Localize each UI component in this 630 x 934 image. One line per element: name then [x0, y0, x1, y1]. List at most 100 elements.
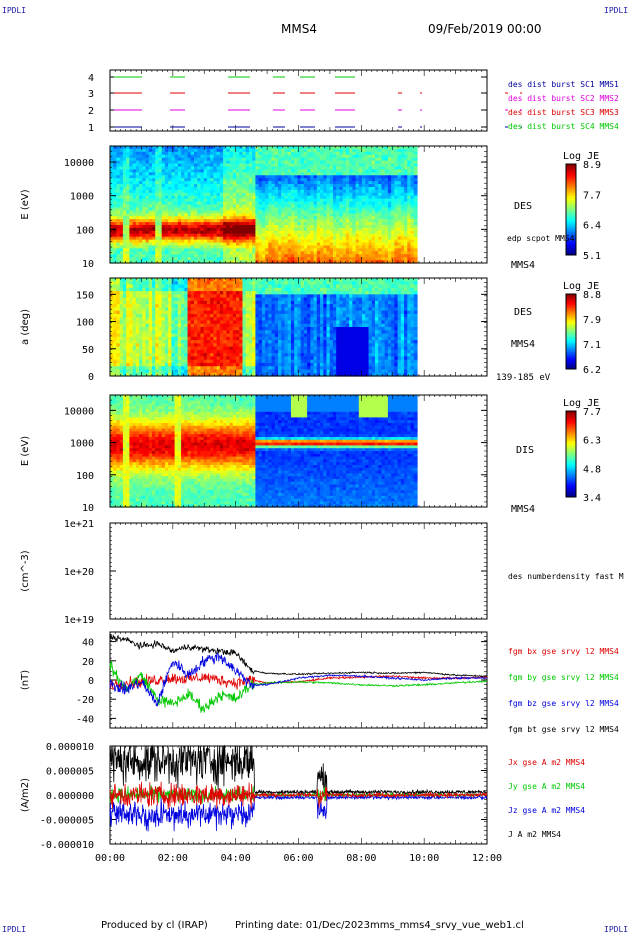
time-tick-0: 00:00 — [95, 853, 125, 864]
corner-label-bottom-right: IPDLI — [604, 925, 629, 934]
time-tick-2: 04:00 — [221, 853, 251, 864]
fgm-ytick-4: 40 — [82, 638, 94, 649]
dis-energy-ytick-0: 10 — [82, 503, 94, 514]
des-pitch-colorbar-tick-0: 8.8 — [583, 290, 601, 301]
fgm-ytick-2: 0 — [88, 676, 94, 687]
dis-energy-side-label-mms4: MMS4 — [511, 504, 535, 515]
dis-energy-colorbar-tick-3: 3.4 — [583, 493, 601, 504]
footer-printing-date: Printing date: 01/Dec/2023 — [235, 920, 371, 931]
density-ylabel: (cm^-3) — [20, 550, 31, 591]
density-frame — [109, 522, 488, 620]
right-axis-minor-ticks — [110, 527, 487, 615]
fgm-ylabel: (nT) — [20, 670, 31, 690]
x-minor-ticks — [109, 523, 488, 619]
des-energy-ylabel: E (eV) — [20, 189, 31, 219]
current-ytick-0: -0.000010 — [40, 840, 94, 851]
date-title: 09/Feb/2019 00:00 — [428, 22, 542, 36]
des-energy-colorbar-title: Log JE — [563, 151, 599, 162]
dis-energy-colorbar-tick-1: 6.3 — [583, 436, 601, 447]
fgm-series-2 — [109, 660, 488, 713]
des-pitch-side-label-mms4: MMS4 — [511, 339, 535, 350]
fgm-ytick-1: -20 — [76, 695, 94, 706]
density-ytick-0: 1e+19 — [64, 615, 94, 626]
fgm-legend-1: fgm bx gse srvy l2 MMS4 — [508, 647, 619, 656]
burst-panel-frame — [109, 69, 488, 132]
current-legend-4: J A m2 MMS4 — [508, 830, 561, 839]
fgm-legend-4: fgm bt gse srvy l2 MMS4 — [508, 725, 619, 734]
burst-ytick-3: 4 — [88, 73, 94, 84]
x-minor-ticks — [109, 278, 488, 376]
des-pitch-colorbar — [565, 293, 577, 370]
dis-energy-ytick-3: 10000 — [64, 406, 94, 417]
current-ytick-4: 0.000010 — [46, 742, 94, 753]
density-ytick-1: 1e+20 — [64, 567, 94, 578]
dis-energy-ytick-2: 1000 — [70, 439, 94, 450]
burst-legend-4: des dist burst SC4 MMS4 — [508, 122, 619, 131]
burst-ytick-0: 1 — [88, 123, 94, 134]
dis-energy-ytick-1: 100 — [76, 471, 94, 482]
x-minor-ticks — [109, 395, 488, 507]
time-tick-1: 02:00 — [158, 853, 188, 864]
current-ytick-2: 0.000000 — [46, 791, 94, 802]
dis-energy-colorbar-tick-2: 4.8 — [583, 464, 601, 475]
des-energy-ytick-1: 100 — [76, 225, 94, 236]
time-tick-6: 12:00 — [472, 853, 502, 864]
des-energy-ytick-3: 10000 — [64, 158, 94, 169]
dis-energy-ylabel: E (eV) — [20, 436, 31, 466]
des-energy-colorbar — [565, 163, 577, 256]
dis-energy-side-label-dis: DIS — [516, 445, 534, 456]
des-pitch-ytick-3: 150 — [76, 290, 94, 301]
current-ytick-1: -0.000005 — [40, 816, 94, 827]
des-energy-ytick-2: 1000 — [70, 192, 94, 203]
des-pitch-ytick-1: 50 — [82, 345, 94, 356]
burst-legend-2: des dist burst SC2 MMS2 — [508, 94, 619, 103]
fgm-legend-2: fgm by gse srvy l2 MMS4 — [508, 673, 619, 682]
des-pitch-side-label-des: DES — [514, 307, 532, 318]
des-energy-colorbar-tick-2: 6.4 — [583, 221, 601, 232]
fgm-series-3 — [109, 651, 488, 708]
spacecraft-title: MMS4 — [281, 22, 317, 36]
current-legend-2: Jy gse A m2 MMS4 — [508, 782, 585, 791]
fgm-ytick-3: 20 — [82, 657, 94, 668]
des-pitch-ylabel: a (deg) — [20, 309, 31, 345]
des-energy-colorbar-tick-1: 7.7 — [583, 190, 601, 201]
des-pitch-heatmap — [110, 278, 418, 377]
des-energy-side-label-scpot: edp scpot MMS4 — [507, 234, 575, 243]
footer-product: mms_mms4_srvy_vue_web1.cl — [370, 920, 524, 931]
current-ytick-3: 0.000005 — [46, 767, 94, 778]
dis-energy-colorbar-tick-0: 7.7 — [583, 407, 601, 418]
right-axis-minor-ticks — [110, 282, 487, 372]
des-pitch-side-label-energy: 139-185 eV — [496, 373, 551, 383]
des-energy-side-label-des: DES — [514, 201, 532, 212]
corner-label-top-left: IPDLI — [2, 6, 27, 15]
burst-ytick-1: 2 — [88, 106, 94, 117]
current-series-4 — [109, 744, 488, 796]
des-energy-heatmap — [110, 146, 418, 264]
x-minor-ticks — [109, 70, 488, 131]
time-tick-3: 06:00 — [283, 853, 313, 864]
des-energy-ytick-0: 10 — [82, 259, 94, 270]
des-pitch-ytick-0: 0 — [88, 372, 94, 383]
x-minor-ticks — [109, 146, 488, 263]
des-energy-side-label-mms4: MMS4 — [511, 260, 535, 271]
burst-legend-1: des dist burst SC1 MMS1 — [508, 80, 619, 89]
dis-energy-colorbar — [565, 410, 577, 498]
des-pitch-colorbar-tick-1: 7.9 — [583, 315, 601, 326]
des-energy-colorbar-tick-0: 8.9 — [583, 160, 601, 171]
current-legend-3: Jz gse A m2 MMS4 — [508, 806, 585, 815]
des-pitch-colorbar-tick-3: 6.2 — [583, 365, 601, 376]
footer-produced: Produced by cl (IRAP) — [101, 920, 208, 931]
dis-energy-colorbar-title: Log JE — [563, 398, 599, 409]
corner-label-bottom-left: IPDLI — [2, 925, 27, 934]
x-minor-ticks — [109, 632, 488, 728]
burst-legend-3: des dist burst SC3 MMS3 — [508, 108, 619, 117]
current-series-3 — [109, 793, 488, 832]
time-tick-4: 08:00 — [346, 853, 376, 864]
current-series-1 — [109, 781, 488, 810]
fgm-series-4 — [109, 634, 488, 678]
fgm-ytick-0: -40 — [76, 714, 94, 725]
dis-energy-heatmap — [110, 395, 418, 508]
des-energy-colorbar-tick-3: 5.1 — [583, 251, 601, 262]
time-tick-5: 10:00 — [409, 853, 439, 864]
